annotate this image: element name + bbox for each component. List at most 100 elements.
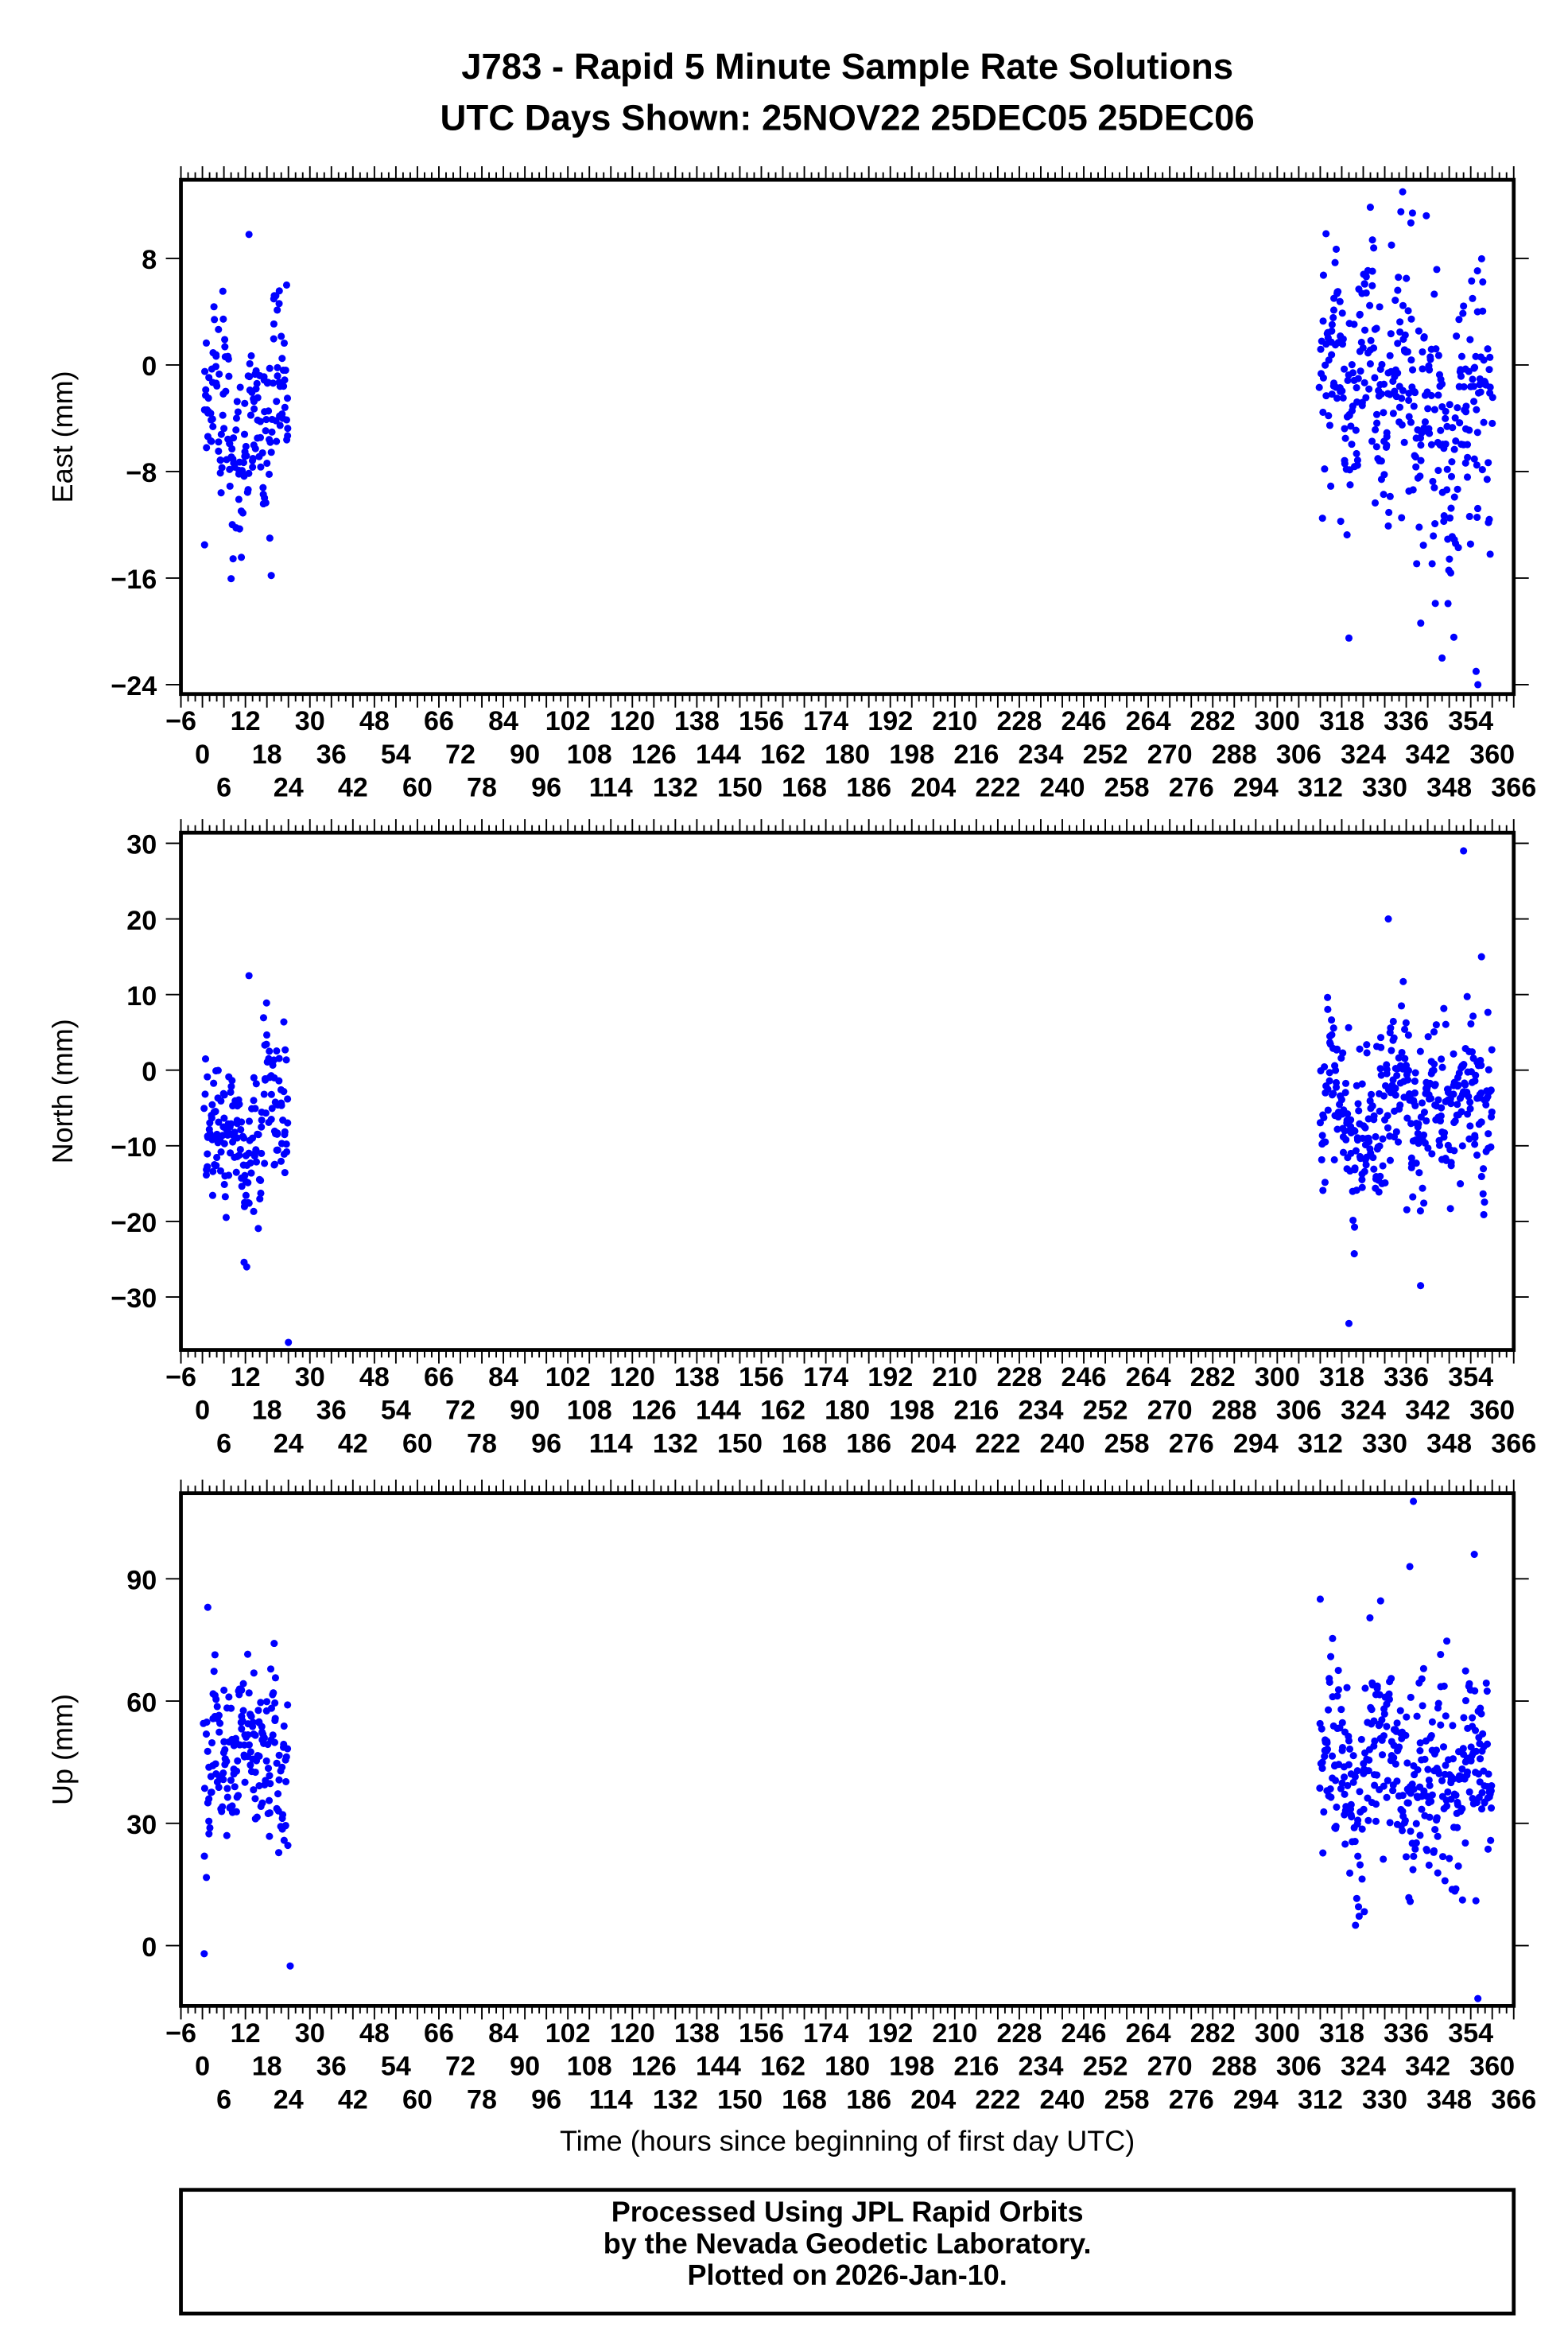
data-point [1477,1089,1485,1097]
data-point [1437,1721,1445,1729]
data-point [204,394,212,402]
data-point [1434,391,1442,399]
data-point [1477,1172,1485,1181]
data-point [1466,1122,1474,1130]
x-tick-label: 330 [1362,1428,1407,1458]
data-point [208,1738,216,1747]
footer-line3: Plotted on 2026-Jan-10. [687,2258,1007,2291]
x-tick-label: 78 [467,773,497,803]
data-point [1435,1141,1444,1149]
data-point [1468,277,1476,285]
north-panel: −606121824303642485460667278849096102108… [46,819,1536,1458]
data-point [1409,486,1417,494]
data-point [1360,1908,1368,1916]
data-point [1407,219,1415,227]
data-point [232,414,241,422]
data-point [236,383,244,391]
data-point [262,416,270,424]
data-point [1372,1132,1380,1141]
data-point [1373,1771,1381,1779]
data-point [1446,569,1455,577]
data-point [1446,1854,1454,1862]
data-point [1479,1730,1487,1738]
data-point [1360,1167,1368,1175]
x-tick-label: 156 [739,1362,784,1392]
data-point [1477,1056,1485,1065]
x-tick-label: 306 [1276,1396,1322,1426]
x-tick-label: 252 [1083,740,1128,770]
data-point [1325,356,1333,364]
data-point [1407,356,1415,364]
data-point [1316,1785,1324,1792]
data-point [1361,1684,1369,1692]
data-point [247,1712,255,1720]
data-point [279,1811,287,1819]
data-point [1360,280,1368,288]
x-tick-label: 96 [531,773,561,803]
data-point [1354,1816,1362,1824]
data-point [1442,1712,1450,1720]
x-tick-label: 132 [653,2084,698,2115]
data-point [223,1831,231,1839]
outlier-point [245,972,253,980]
data-point [1422,1117,1430,1125]
x-tick-label: 168 [782,2084,827,2115]
data-point [1407,1693,1415,1701]
data-point [281,1131,289,1139]
data-point [258,1799,266,1807]
data-point [222,1214,230,1221]
data-point [1353,1186,1360,1194]
data-point [1465,512,1473,521]
data-point [1410,1852,1418,1860]
data-point [267,449,275,456]
x-tick-label: 150 [717,1428,763,1458]
x-tick-label: 114 [589,1428,633,1458]
data-point [1358,1825,1366,1833]
data-point [1387,330,1395,338]
data-point [1386,1156,1394,1164]
data-point [247,351,255,359]
data-point [221,336,229,344]
x-tick-label: 42 [338,1428,368,1458]
data-point [1428,1718,1436,1726]
data-point [209,422,217,431]
data-point [274,1790,282,1798]
data-point [1432,1021,1440,1029]
data-point [259,484,267,491]
x-tick-label: 198 [889,740,934,770]
data-point [232,426,240,434]
x-tick-label: 222 [975,2084,1020,2115]
data-point [1403,274,1411,282]
data-point [1410,402,1418,410]
y-tick-label: −24 [111,671,157,701]
x-tick-label: 174 [803,2018,848,2049]
data-point [1373,1684,1381,1692]
data-point [251,1768,259,1777]
outlier-point [1399,188,1407,196]
data-point [1349,1752,1357,1760]
data-point [220,1738,228,1746]
data-point [241,399,249,407]
data-point [262,1757,270,1765]
data-point [1348,441,1356,449]
data-point [266,1047,274,1055]
data-point [1472,1071,1480,1079]
data-point [1417,456,1425,464]
data-point [1353,1767,1361,1775]
data-point [1454,1101,1461,1109]
data-point [250,1074,258,1082]
x-tick-label: 216 [953,1396,999,1426]
data-point [1388,1047,1395,1054]
data-point [214,1066,222,1074]
data-point [1469,1714,1477,1722]
data-point [1319,408,1327,417]
data-point [1442,1761,1450,1769]
data-point [1450,493,1458,501]
data-point [1403,1206,1411,1214]
data-point [1413,560,1421,568]
data-point [1324,1005,1332,1013]
x-tick-label: 240 [1040,1428,1085,1458]
data-point [1363,1041,1371,1049]
data-point [1370,244,1378,252]
x-tick-label: 72 [445,740,475,770]
